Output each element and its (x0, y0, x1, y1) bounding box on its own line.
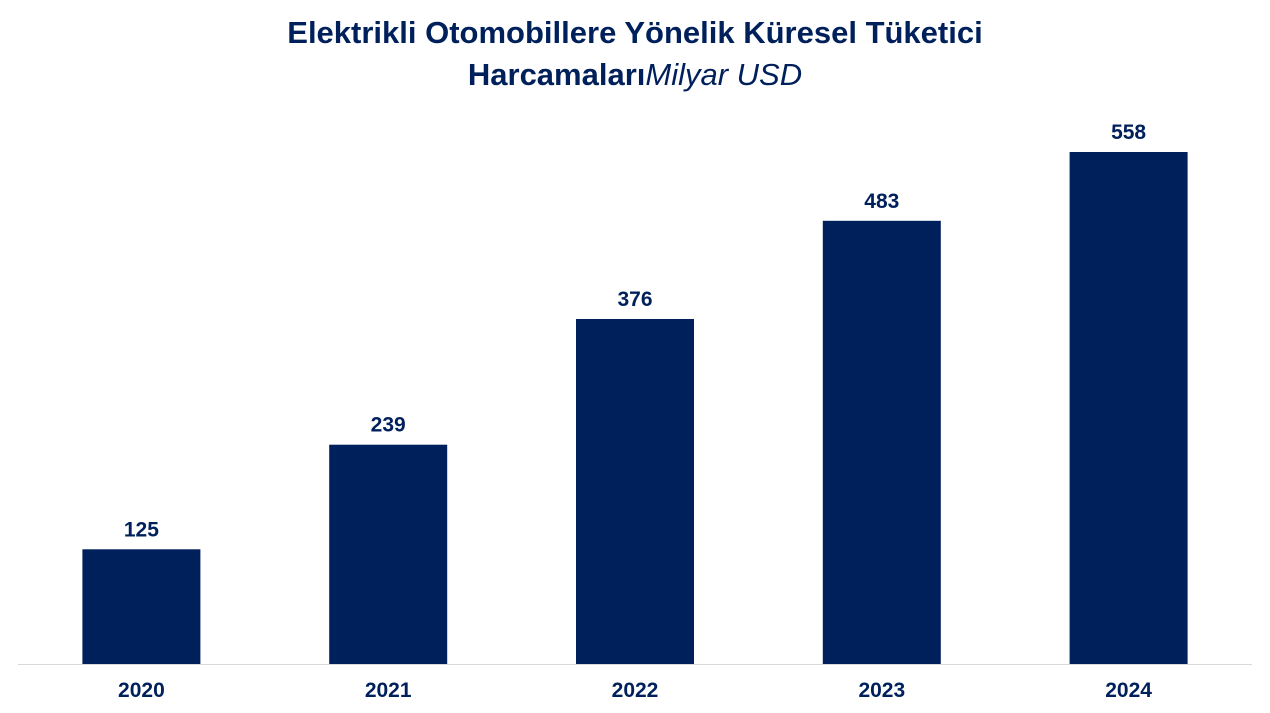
bar-2022 (576, 319, 694, 664)
chart-title-line-2: HarcamalarıMilyar USD (0, 54, 1270, 96)
x-tick-label-2022: 2022 (612, 679, 659, 702)
bar-2021 (329, 444, 448, 664)
data-label-2021: 239 (371, 414, 406, 437)
data-label-2022: 376 (617, 288, 652, 311)
data-label-2020: 125 (124, 518, 159, 541)
x-tick-label-2023: 2023 (858, 679, 905, 702)
bar-2024 (1069, 152, 1188, 664)
bars-group: 125 239 376 483 558 (82, 121, 1188, 665)
x-tick-label-2021: 2021 (365, 679, 412, 702)
bar-2023 (822, 220, 941, 665)
chart-title: Elektrikli Otomobillere Yönelik Küresel … (0, 12, 1270, 96)
bar-2020 (82, 549, 201, 664)
x-tick-label-2024: 2024 (1105, 679, 1152, 702)
x-tick-label-2020: 2020 (118, 679, 165, 702)
data-label-2024: 558 (1111, 121, 1146, 144)
x-axis-ticks: 2020 2021 2022 2023 2024 (118, 679, 1152, 702)
data-label-2023: 483 (864, 190, 899, 213)
chart-unit-subtitle: Milyar USD (645, 57, 803, 92)
chart-title-line-1: Elektrikli Otomobillere Yönelik Küresel … (287, 15, 983, 50)
chart-title-text: Harcamaları (467, 57, 646, 92)
